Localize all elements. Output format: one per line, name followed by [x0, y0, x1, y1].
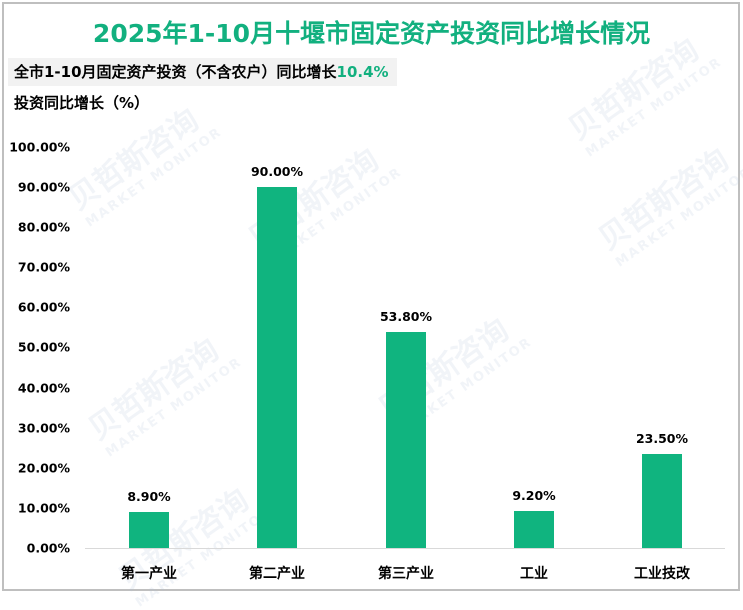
- bar-value-label: 23.50%: [635, 430, 689, 446]
- bar: [386, 332, 426, 548]
- bar-value-label: 9.20%: [512, 488, 556, 504]
- bar-value-label: 8.90%: [127, 489, 171, 505]
- bar-value-label: 53.80%: [379, 309, 433, 325]
- x-category-label: 第一产业: [121, 566, 177, 582]
- y-tick: 30.00%: [17, 420, 70, 436]
- bar: [129, 512, 169, 548]
- bar: [257, 187, 297, 548]
- y-tick: 10.00%: [17, 500, 70, 516]
- x-category-label: 工业技改: [634, 566, 690, 582]
- subtitle-highlight-value: 10.4%: [336, 63, 389, 81]
- x-category-label: 工业: [520, 566, 548, 582]
- y-tick: 100.00%: [9, 139, 70, 155]
- y-tick: 50.00%: [17, 339, 70, 355]
- bar-value-label: 90.00%: [250, 164, 304, 180]
- y-tick: 60.00%: [17, 299, 70, 315]
- y-tick: 40.00%: [17, 380, 70, 396]
- y-tick: 90.00%: [17, 179, 70, 195]
- x-axis-line: [85, 548, 725, 549]
- subtitle-text: 全市1-10月固定资产投资（不含农户）同比增长: [14, 63, 337, 81]
- chart-title: 2025年1-10月十堰市固定资产投资同比增长情况: [92, 19, 651, 48]
- y-tick: 20.00%: [17, 460, 70, 476]
- chart-subtitle: 全市1-10月固定资产投资（不含农户）同比增长10.4%: [8, 58, 397, 86]
- y-tick: 0.00%: [26, 540, 70, 556]
- x-category-label: 第三产业: [378, 566, 434, 582]
- y-axis-title: 投资同比增长（%）: [14, 94, 150, 112]
- bar: [514, 511, 554, 548]
- chart-frame: [2, 2, 740, 591]
- y-tick: 70.00%: [17, 259, 70, 275]
- bar: [642, 453, 682, 548]
- y-tick: 80.00%: [17, 219, 70, 235]
- x-category-label: 第二产业: [249, 566, 305, 582]
